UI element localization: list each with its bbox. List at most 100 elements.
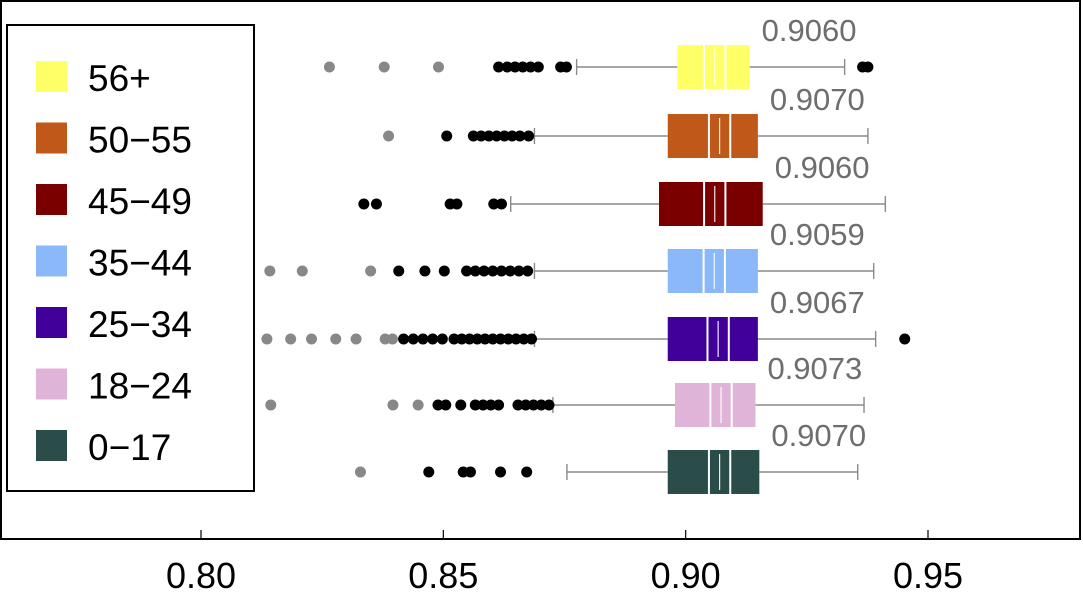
outlier-point — [440, 399, 452, 411]
outlier-extreme — [378, 61, 390, 73]
outlier-extreme — [365, 265, 377, 277]
outlier-point — [532, 61, 544, 73]
outlier-extreme — [350, 333, 362, 345]
outlier-point — [512, 399, 524, 411]
x-tick-label: 0.85 — [408, 555, 478, 596]
outlier-point — [560, 61, 572, 73]
x-axis: 0.80 0.85 0.90 0.95 — [166, 530, 963, 596]
legend-label-45-49: 45−49 — [88, 181, 192, 222]
outlier-point — [438, 265, 450, 277]
legend-label-35-44: 35−44 — [88, 243, 192, 284]
outlier-point — [448, 333, 460, 345]
outlier-point — [456, 333, 468, 345]
box-group-56-: 0.9060 — [323, 13, 874, 89]
outlier-point — [461, 265, 473, 277]
outlier-extreme — [412, 399, 424, 411]
legend-swatch-0-17 — [36, 430, 67, 461]
legend-label-50-55: 50−55 — [88, 120, 192, 161]
outlier-point — [485, 399, 497, 411]
outlier-point — [520, 399, 532, 411]
box-iqr — [667, 114, 758, 158]
outlier-point — [419, 265, 431, 277]
outlier-extreme — [306, 333, 318, 345]
legend-swatch-18-24 — [36, 368, 67, 400]
legend-swatch-45-49 — [36, 184, 67, 215]
outlier-point — [514, 130, 526, 142]
outlier-point — [525, 61, 537, 73]
median-label: 0.9060 — [775, 150, 870, 185]
legend-label-18-24: 18−24 — [88, 366, 192, 407]
outlier-point — [501, 61, 513, 73]
legend-label-0-17: 0−17 — [88, 427, 171, 468]
x-tick-label: 0.95 — [893, 555, 963, 596]
legend: 56+ 50−55 45−49 35−44 25−34 18−24 0−17 — [6, 24, 255, 492]
outlier-point — [518, 333, 530, 345]
outlier-point — [467, 130, 479, 142]
outlier-point — [469, 399, 481, 411]
legend-swatch-56- — [36, 61, 67, 92]
outlier-point — [498, 130, 510, 142]
outlier-point — [407, 333, 419, 345]
outlier-point — [493, 399, 505, 411]
outlier-point — [479, 333, 491, 345]
outlier-point — [862, 61, 874, 73]
outlier-point — [535, 399, 547, 411]
outlier-extreme — [296, 265, 308, 277]
outlier-extreme — [387, 399, 399, 411]
box-group-35-44: 0.9059 — [264, 217, 875, 293]
box-group-50-55: 0.9070 — [383, 82, 869, 158]
outlier-point — [441, 130, 453, 142]
outlier-extreme — [386, 333, 398, 345]
box-group-0-17: 0.9070 — [354, 418, 866, 494]
box-iqr — [675, 383, 756, 427]
outlier-point — [513, 265, 525, 277]
outlier-point — [358, 198, 370, 210]
outlier-point — [478, 265, 490, 277]
outlier-extreme — [264, 265, 276, 277]
x-tick-label: 0.90 — [651, 555, 721, 596]
outlier-point — [417, 333, 429, 345]
outlier-point — [510, 333, 522, 345]
outlier-extreme — [261, 333, 273, 345]
median-label: 0.9070 — [770, 82, 865, 117]
outlier-extreme — [285, 333, 297, 345]
outlier-point — [477, 399, 489, 411]
median-label: 0.9060 — [762, 13, 857, 48]
legend-swatch-25-34 — [36, 307, 67, 338]
outlier-point — [502, 333, 514, 345]
outlier-point — [398, 333, 410, 345]
outlier-point — [495, 466, 507, 478]
legend-items: 56+ 50−55 45−49 35−44 25−34 18−24 0−17 — [36, 58, 192, 468]
outlier-point — [522, 265, 534, 277]
x-tick-label: 0.80 — [166, 555, 236, 596]
outlier-point — [504, 265, 516, 277]
outlier-point — [509, 61, 521, 73]
legend-label-56-: 56+ — [88, 58, 151, 99]
outlier-point — [523, 130, 535, 142]
legend-label-25-34: 25−34 — [88, 304, 192, 345]
outlier-point — [495, 265, 507, 277]
median-label: 0.9067 — [770, 285, 865, 320]
legend-swatch-35-44 — [36, 245, 67, 277]
outlier-point — [469, 265, 481, 277]
outlier-point — [517, 61, 529, 73]
outlier-point — [488, 198, 500, 210]
outlier-point — [521, 466, 533, 478]
outlier-point — [483, 130, 495, 142]
outlier-point — [495, 198, 507, 210]
box-group-45-49: 0.9060 — [358, 150, 887, 226]
outlier-point — [475, 130, 487, 142]
outlier-point — [487, 265, 499, 277]
median-label: 0.9070 — [771, 418, 866, 453]
box-group-18-24: 0.9073 — [265, 351, 865, 427]
box-iqr — [659, 182, 763, 226]
outlier-point — [491, 130, 503, 142]
outlier-point — [495, 333, 507, 345]
outlier-point — [493, 61, 505, 73]
legend-swatch-50-55 — [36, 122, 67, 154]
outlier-extreme — [330, 333, 342, 345]
outlier-point — [899, 333, 911, 345]
box-group-25-34: 0.9067 — [261, 285, 911, 361]
outlier-point — [427, 333, 439, 345]
